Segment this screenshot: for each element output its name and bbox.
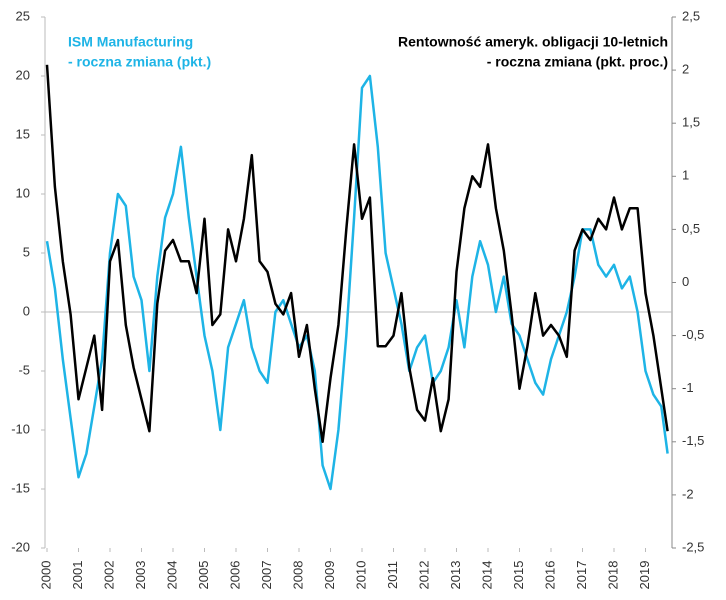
y2-tick-label: 0,5 — [682, 221, 700, 236]
y-tick-label: 5 — [23, 244, 30, 259]
series-line — [45, 74, 669, 491]
x-tick-label: 2013 — [448, 561, 463, 590]
y-tick-label: 10 — [16, 185, 30, 200]
x-tick-label: 2006 — [227, 561, 242, 590]
x-tick-label: 2009 — [322, 561, 337, 590]
y2-tick-label: 2,5 — [682, 8, 700, 23]
y2-tick-label: 0 — [682, 274, 689, 289]
x-tick-label: 2003 — [133, 561, 148, 590]
x-tick-label: 2010 — [353, 561, 368, 590]
y-tick-label: -10 — [11, 421, 30, 436]
y2-tick-label: -1 — [682, 380, 694, 395]
x-tick-label: 2015 — [511, 561, 526, 590]
series-note: - roczna zmiana (pkt.) — [68, 54, 211, 70]
x-tick-label: 2011 — [385, 561, 400, 589]
y2-tick-label: -2,5 — [682, 539, 704, 554]
y-tick-label: -15 — [11, 480, 30, 495]
x-tick-label: 2000 — [38, 561, 53, 590]
x-tick-label: 2019 — [637, 561, 652, 590]
x-tick-label: 2017 — [574, 561, 589, 590]
y-tick-label: -5 — [18, 362, 30, 377]
x-tick-label: 2005 — [196, 561, 211, 590]
x-tick-label: 2008 — [290, 561, 305, 590]
y-tick-label: 0 — [23, 303, 30, 318]
y-tick-label: 15 — [16, 126, 30, 141]
y-tick-label: -20 — [11, 539, 30, 554]
y-tick-label: 25 — [16, 8, 30, 23]
series-line — [45, 64, 669, 444]
y2-tick-label: 1 — [682, 168, 689, 183]
x-tick-label: 2007 — [259, 561, 274, 590]
x-tick-label: 2002 — [101, 561, 116, 590]
y2-tick-label: 2 — [682, 62, 689, 77]
x-tick-label: 2018 — [605, 561, 620, 590]
y2-tick-label: -1,5 — [682, 433, 704, 448]
series-label: Rentowność ameryk. obligacji 10-letnich — [398, 34, 668, 50]
x-tick-label: 2001 — [70, 561, 85, 590]
x-tick-label: 2016 — [542, 561, 557, 590]
y-tick-label: 20 — [16, 67, 30, 82]
series-label: ISM Manufacturing — [68, 34, 193, 50]
y2-tick-label: -2 — [682, 486, 694, 501]
y2-tick-label: 1,5 — [682, 115, 700, 130]
x-tick-label: 2014 — [479, 561, 494, 590]
series-note: - roczna zmiana (pkt. proc.) — [487, 54, 668, 70]
x-tick-label: 2004 — [164, 561, 179, 590]
y2-tick-label: -0,5 — [682, 327, 704, 342]
x-tick-label: 2012 — [416, 561, 431, 590]
